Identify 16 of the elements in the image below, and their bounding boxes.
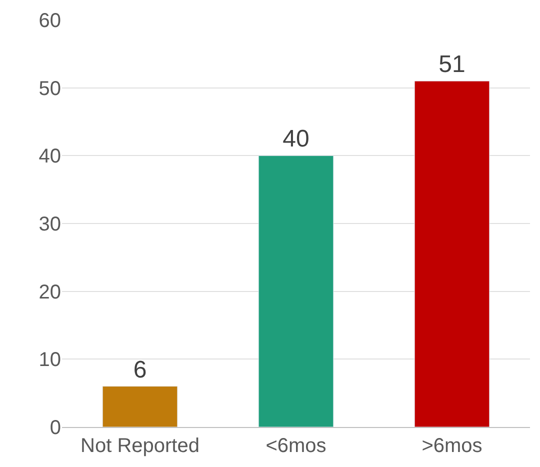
bar [258, 155, 334, 427]
y-tick-label: 50 [38, 78, 61, 100]
bar [102, 386, 178, 427]
y-tick-label: 60 [38, 10, 61, 32]
x-tick-label: Not Reported [80, 435, 200, 457]
data-label: 51 [438, 51, 466, 78]
x-tick-label: >6mos [422, 435, 482, 457]
data-label: 6 [133, 356, 147, 384]
y-tick-label: 40 [38, 146, 61, 168]
bar [414, 80, 490, 427]
y-tick-label: 10 [38, 349, 61, 372]
y-tick-label: 0 [50, 417, 61, 439]
data-label: 40 [282, 126, 310, 153]
y-tick-label: 20 [38, 281, 61, 304]
y-tick-label: 30 [38, 214, 61, 236]
x-tick-label: <6mos [266, 435, 326, 457]
